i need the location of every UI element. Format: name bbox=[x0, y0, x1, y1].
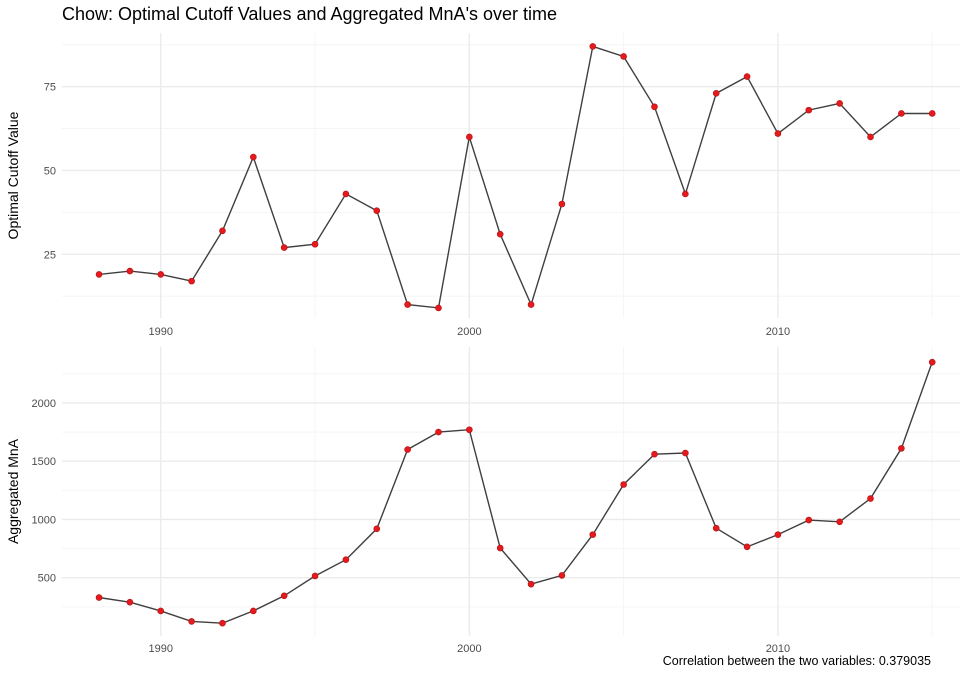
data-point bbox=[157, 271, 165, 278]
data-point bbox=[527, 301, 535, 308]
data-point bbox=[743, 73, 751, 80]
data-point bbox=[188, 618, 195, 625]
series-line bbox=[98, 45, 933, 309]
page-title: Chow: Optimal Cutoff Values and Aggregat… bbox=[62, 4, 558, 24]
data-point bbox=[651, 103, 658, 111]
data-point bbox=[188, 277, 195, 285]
data-point bbox=[404, 301, 411, 308]
data-point bbox=[558, 572, 566, 579]
data-point bbox=[928, 110, 936, 117]
data-point bbox=[836, 518, 843, 526]
data-point bbox=[311, 572, 319, 580]
data-point bbox=[373, 207, 381, 215]
data-point bbox=[496, 544, 504, 552]
data-point bbox=[219, 227, 226, 235]
x-tick-label: 2000 bbox=[457, 643, 481, 655]
data-point bbox=[836, 100, 843, 107]
data-point bbox=[805, 106, 813, 114]
series-line bbox=[98, 361, 933, 624]
data-point bbox=[466, 426, 473, 434]
data-point bbox=[774, 130, 782, 137]
data-point bbox=[928, 358, 936, 366]
data-point bbox=[126, 267, 134, 275]
data-point bbox=[157, 607, 165, 615]
data-point bbox=[342, 556, 350, 563]
data-point bbox=[589, 531, 597, 538]
y-axis-title: Aggregated MnA bbox=[5, 438, 21, 544]
data-point bbox=[651, 450, 658, 458]
data-point bbox=[219, 619, 226, 627]
data-point bbox=[496, 230, 504, 238]
data-point bbox=[867, 495, 874, 502]
data-point bbox=[558, 200, 566, 208]
y-tick-label: 75 bbox=[44, 82, 56, 94]
y-tick-label: 1000 bbox=[32, 514, 56, 526]
data-point bbox=[250, 607, 257, 615]
data-point bbox=[373, 525, 381, 533]
data-point bbox=[898, 445, 905, 452]
data-point bbox=[682, 449, 689, 457]
data-point bbox=[620, 481, 627, 488]
data-point bbox=[712, 90, 720, 97]
data-point bbox=[280, 244, 288, 251]
x-tick-label: 2000 bbox=[457, 326, 481, 338]
x-tick-label: 1990 bbox=[149, 326, 173, 338]
data-point bbox=[589, 43, 597, 50]
data-point bbox=[527, 580, 535, 588]
data-point bbox=[743, 543, 751, 551]
data-point bbox=[620, 53, 627, 60]
data-point bbox=[466, 133, 473, 141]
data-point bbox=[95, 594, 103, 601]
correlation-caption: Correlation between the two variables: 0… bbox=[662, 654, 931, 668]
data-point bbox=[311, 240, 319, 248]
data-point bbox=[404, 446, 411, 453]
x-tick-label: 2010 bbox=[766, 326, 790, 338]
y-tick-label: 1500 bbox=[32, 456, 56, 468]
data-point bbox=[435, 304, 442, 312]
data-point bbox=[250, 153, 257, 161]
data-point bbox=[867, 133, 874, 141]
y-axis-title: Optimal Cutoff Value bbox=[5, 111, 21, 239]
y-tick-label: 25 bbox=[44, 249, 56, 261]
data-point bbox=[774, 531, 782, 538]
y-tick-label: 50 bbox=[44, 165, 56, 177]
data-point bbox=[712, 524, 720, 532]
data-point bbox=[280, 592, 288, 600]
data-point bbox=[126, 598, 134, 606]
x-tick-label: 1990 bbox=[149, 643, 173, 655]
y-tick-label: 500 bbox=[38, 573, 56, 585]
data-point bbox=[95, 271, 103, 278]
x-tick-label: 2010 bbox=[766, 643, 790, 655]
data-point bbox=[342, 190, 350, 198]
data-point bbox=[435, 428, 442, 436]
data-point bbox=[682, 190, 689, 198]
data-point bbox=[805, 516, 813, 524]
data-point bbox=[898, 110, 905, 117]
y-tick-label: 2000 bbox=[32, 398, 56, 410]
